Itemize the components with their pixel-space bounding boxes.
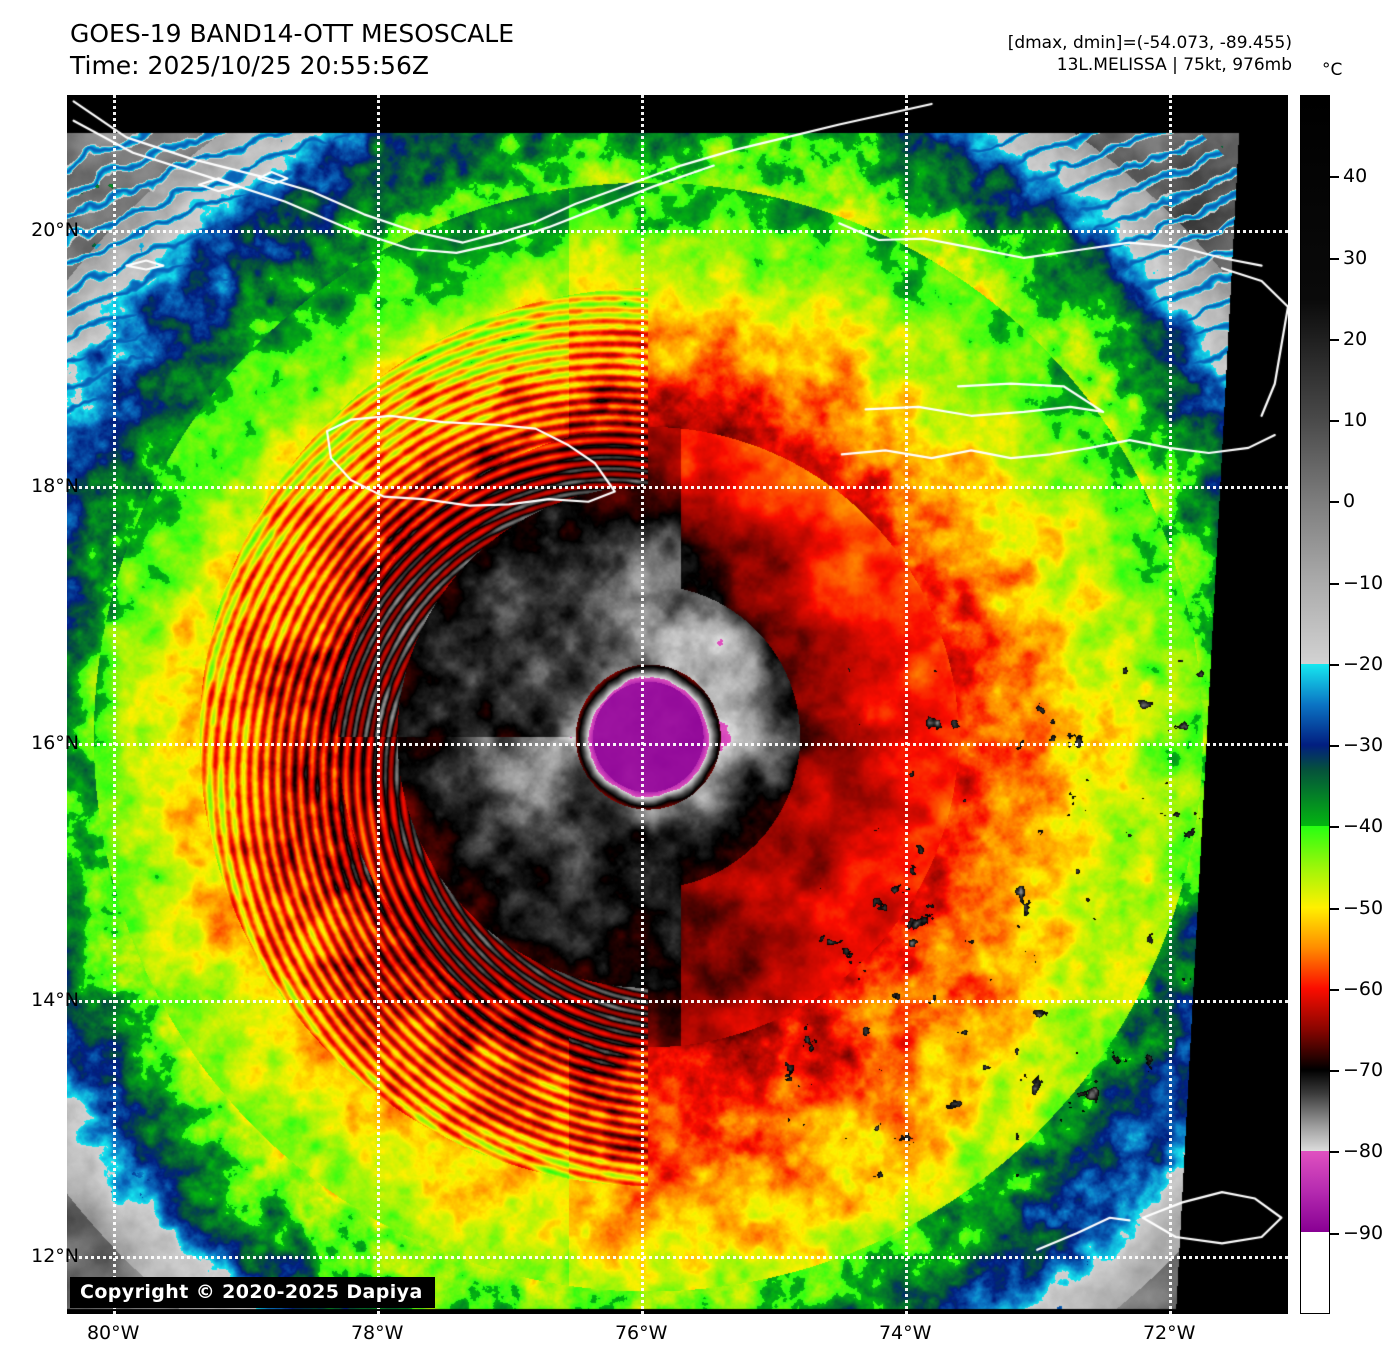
colorbar-tick--20 bbox=[1330, 664, 1339, 666]
colorbar-label-40: 40 bbox=[1343, 165, 1367, 187]
lon-tick-label-72: 72°W bbox=[1143, 1322, 1195, 1344]
colorbar-unit-label: °C bbox=[1322, 60, 1342, 80]
lat-tick-label-16: 16°N bbox=[31, 732, 79, 754]
colorbar-tick--80 bbox=[1330, 1151, 1339, 1153]
header-title-block: GOES-19 BAND14-OTT MESOSCALE Time: 2025/… bbox=[70, 18, 514, 82]
colorbar-label-0: 0 bbox=[1343, 490, 1355, 512]
colorbar-label--20: −20 bbox=[1343, 653, 1383, 675]
colorbar-tick--30 bbox=[1330, 745, 1339, 747]
colorbar-tick--90 bbox=[1330, 1233, 1339, 1235]
lon-tick-label-74: 74°W bbox=[879, 1322, 931, 1344]
copyright-banner: Copyright © 2020-2025 Dapiya bbox=[70, 1277, 435, 1308]
timestamp-label: Time: 2025/10/25 20:55:56Z bbox=[70, 50, 514, 82]
colorbar-gradient bbox=[1301, 96, 1329, 1313]
lon-tick-label-78: 78°W bbox=[351, 1322, 403, 1344]
colorbar-tick--60 bbox=[1330, 989, 1339, 991]
colorbar-label--40: −40 bbox=[1343, 815, 1383, 837]
satellite-imagery-canvas bbox=[67, 95, 1288, 1314]
lon-tick-label-76: 76°W bbox=[615, 1322, 667, 1344]
colorbar-label--90: −90 bbox=[1343, 1222, 1383, 1244]
colorbar-tick--40 bbox=[1330, 826, 1339, 828]
colorbar-tick--50 bbox=[1330, 908, 1339, 910]
lat-tick-label-20: 20°N bbox=[31, 219, 79, 241]
lat-tick-label-18: 18°N bbox=[31, 475, 79, 497]
colorbar-label-30: 30 bbox=[1343, 247, 1367, 269]
colorbar-tick-40 bbox=[1330, 176, 1339, 178]
lat-tick-label-14: 14°N bbox=[31, 989, 79, 1011]
header-meta-block: [dmax, dmin]=(-54.073, -89.455) 13L.MELI… bbox=[1008, 32, 1292, 76]
colorbar-tick-20 bbox=[1330, 339, 1339, 341]
colorbar-label-10: 10 bbox=[1343, 409, 1367, 431]
colorbar-label--30: −30 bbox=[1343, 734, 1383, 756]
colorbar-label--10: −10 bbox=[1343, 572, 1383, 594]
satellite-image-panel[interactable] bbox=[67, 95, 1288, 1314]
dmax-dmin-label: [dmax, dmin]=(-54.073, -89.455) bbox=[1008, 32, 1292, 54]
colorbar-tick-0 bbox=[1330, 501, 1339, 503]
colorbar-tick-10 bbox=[1330, 420, 1339, 422]
temperature-colorbar[interactable] bbox=[1300, 95, 1330, 1314]
page-title: GOES-19 BAND14-OTT MESOSCALE bbox=[70, 18, 514, 50]
lon-tick-label-80: 80°W bbox=[87, 1322, 139, 1344]
lat-tick-label-12: 12°N bbox=[31, 1245, 79, 1267]
colorbar-label--70: −70 bbox=[1343, 1059, 1383, 1081]
colorbar-tick--70 bbox=[1330, 1070, 1339, 1072]
storm-info-label: 13L.MELISSA | 75kt, 976mb bbox=[1008, 54, 1292, 76]
colorbar-tick-30 bbox=[1330, 258, 1339, 260]
colorbar-label--50: −50 bbox=[1343, 897, 1383, 919]
colorbar-label-20: 20 bbox=[1343, 328, 1367, 350]
colorbar-label--60: −60 bbox=[1343, 978, 1383, 1000]
colorbar-tick--10 bbox=[1330, 583, 1339, 585]
colorbar-label--80: −80 bbox=[1343, 1140, 1383, 1162]
